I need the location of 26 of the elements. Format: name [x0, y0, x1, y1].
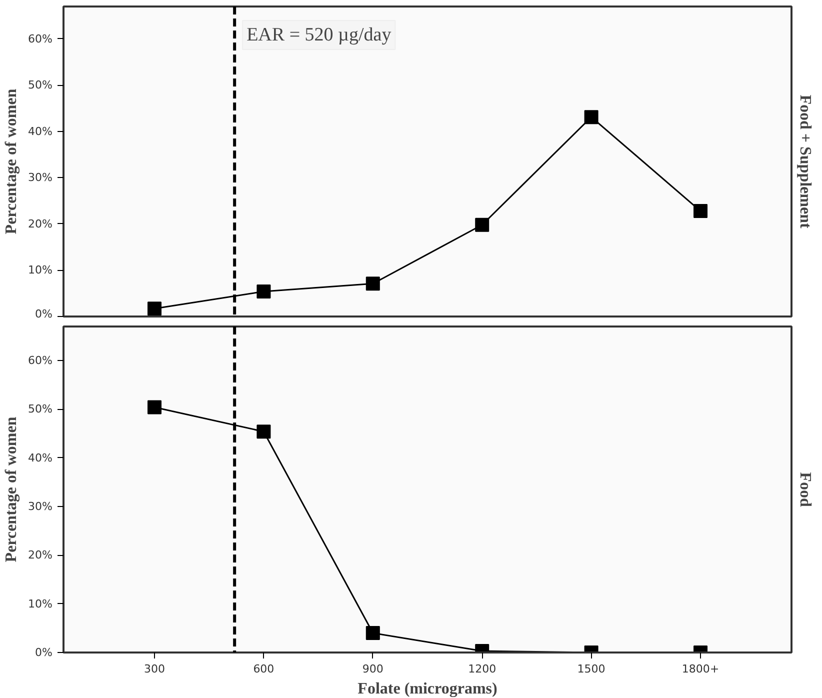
- y-axis-title: Percentage of women: [3, 88, 20, 234]
- text: Food + Supplement: [796, 94, 814, 229]
- x-tick-label: 900: [362, 662, 384, 676]
- y-axis-title: Percentage of women: [3, 416, 20, 562]
- y-tick-label: 40%: [28, 124, 53, 138]
- y-tick-label: 0%: [35, 646, 52, 659]
- y-tick-label: 20%: [28, 548, 53, 562]
- y-tick-label: 50%: [28, 78, 53, 92]
- y-tick-label: 20%: [28, 217, 53, 230]
- x-tick-label: 300: [144, 662, 165, 676]
- ref-line-label: EAR = 520 µg/day: [246, 24, 392, 46]
- y-tick-label: 60%: [28, 32, 53, 46]
- y-tick-label: 10%: [28, 597, 53, 610]
- y-tick-label: 30%: [28, 500, 53, 514]
- x-tick-label: 1800+: [682, 662, 720, 676]
- x-tick-label: 600: [253, 662, 274, 676]
- y-tick-label: 0%: [35, 308, 52, 320]
- y-tick-label: 30%: [28, 171, 53, 184]
- y-tick-label: 50%: [28, 402, 53, 416]
- text: Food: [796, 472, 814, 507]
- y-tick-label: 10%: [28, 264, 53, 277]
- y-tick-label: 40%: [28, 451, 53, 464]
- x-axis-title: Folate (micrograms): [358, 680, 498, 698]
- x-tick-label: 1200: [468, 662, 496, 676]
- y-tick-label: 60%: [28, 354, 53, 368]
- x-tick-label: 1500: [577, 662, 606, 676]
